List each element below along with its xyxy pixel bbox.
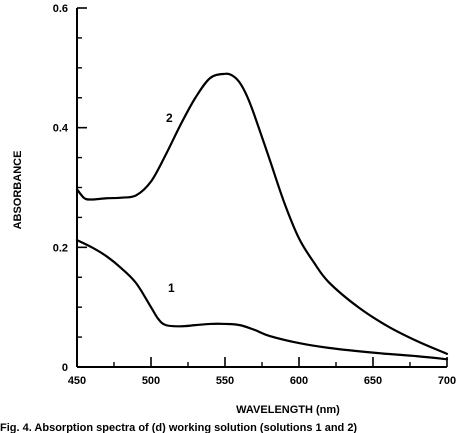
x-ticks: 450 500 550 600 650 700 [68,357,456,387]
y-axis-title: ABSORBANCE [12,151,24,230]
curve-label-2: 2 [166,111,173,125]
curve-label-1: 1 [168,281,175,295]
y-tick-label: 0.6 [53,3,68,15]
x-tick-label: 450 [68,375,86,387]
y-tick-label: 0 [62,362,68,374]
y-tick-label: 0.4 [53,123,69,135]
axes [76,8,447,368]
x-tick-label: 700 [438,375,456,387]
x-tick-label: 500 [142,375,160,387]
x-tick-label: 550 [216,375,234,387]
x-tick-label: 650 [364,375,382,387]
y-tick-label: 0.2 [53,242,68,254]
series-line-1 [75,239,449,361]
figure-caption: Fig. 4. Absorption spectra of (d) workin… [0,422,357,433]
y-ticks: 0 0.2 0.4 0.6 [53,3,87,374]
x-axis-title: WAVELENGTH (nm) [236,404,340,416]
x-tick-label: 600 [290,375,308,387]
series-line-2 [75,72,449,355]
series-group [75,72,449,361]
